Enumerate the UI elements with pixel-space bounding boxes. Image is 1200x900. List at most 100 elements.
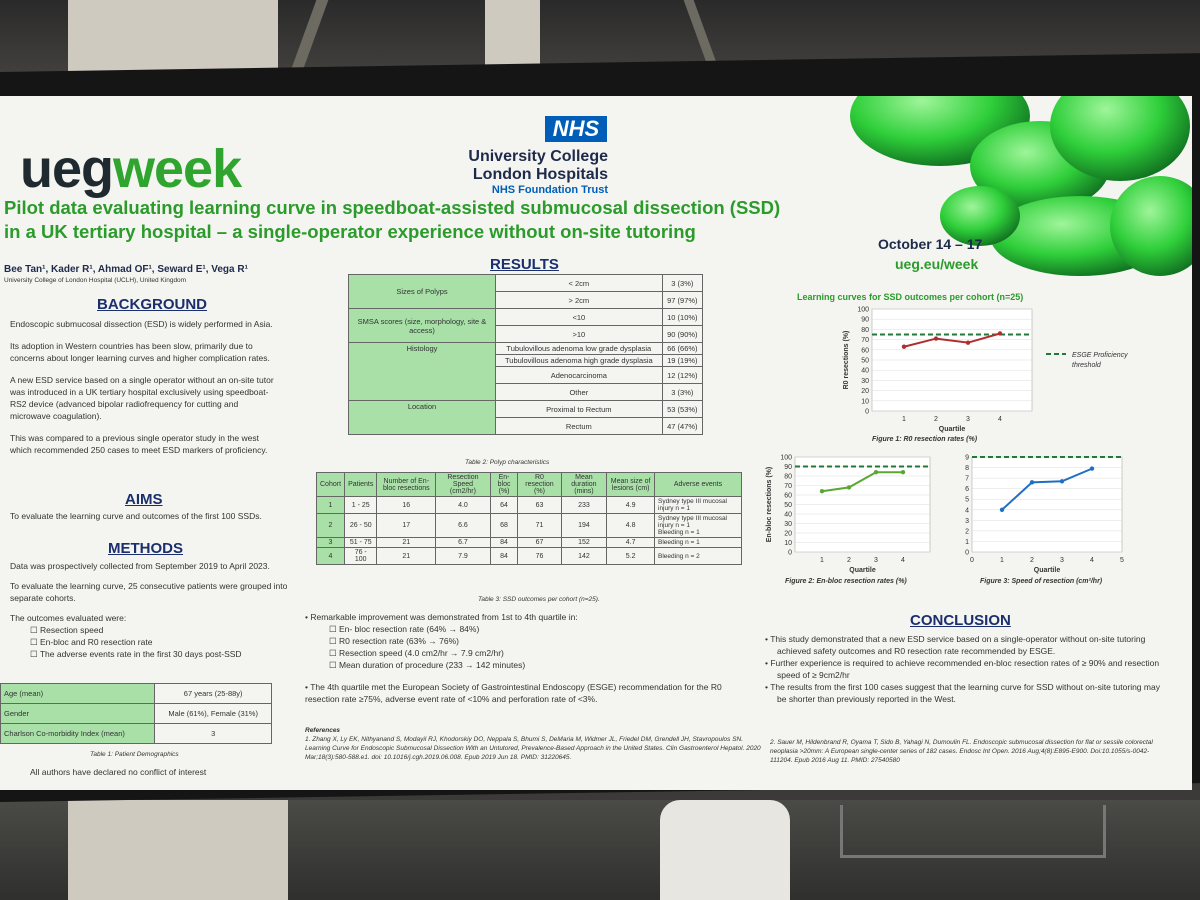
reference-2: 2. Sauer M, Hildenbrand R, Oyama T, Sido… bbox=[770, 739, 1153, 764]
results-sub-item-text: En- bloc resection rate (64% → 84%) bbox=[338, 624, 480, 634]
y-tick-label: 80 bbox=[861, 327, 869, 334]
polyp-sub: Tubulovillous adenoma low grade dysplasi… bbox=[495, 342, 663, 355]
x-axis-label: Quartile bbox=[849, 567, 876, 574]
polyp-group: Histology bbox=[348, 342, 496, 401]
y-tick-label: 40 bbox=[784, 512, 792, 519]
charts-header: Learning curves for SSD outcomes per coh… bbox=[797, 292, 1024, 302]
polyp-sub: Other bbox=[495, 383, 663, 401]
results-bullet: • Remarkable improvement was demonstrate… bbox=[305, 612, 578, 622]
title-line1: Pilot data evaluating learning curve in … bbox=[4, 197, 781, 218]
cohort-cell: 5.2 bbox=[606, 547, 655, 565]
polyp-group: Location bbox=[348, 400, 496, 435]
y-tick-label: 30 bbox=[784, 521, 792, 528]
cohort-cell: 76 bbox=[517, 547, 562, 565]
y-tick-label: 0 bbox=[965, 550, 969, 557]
y-tick-label: 7 bbox=[965, 476, 969, 483]
references-heading: References bbox=[305, 727, 341, 734]
polyp-val: 3 (3%) bbox=[661, 274, 704, 292]
y-tick-label: 10 bbox=[861, 398, 869, 405]
nhs-badge: NHS bbox=[545, 116, 607, 142]
x-tick-label: 2 bbox=[1030, 557, 1034, 564]
table-row: Charlson Co-morbidity Index (mean) 3 bbox=[0, 723, 272, 744]
methods-item-label: The adverse events rate in the first 30 … bbox=[39, 649, 242, 659]
cohort-cell: Sydney type III mucosal injury n = 1 bbox=[654, 496, 742, 514]
x-tick-label: 2 bbox=[934, 416, 938, 423]
cohort-cell: 67 bbox=[517, 537, 562, 548]
background-p3: A new ESD service based on a single oper… bbox=[10, 375, 274, 421]
x-tick-label: 1 bbox=[902, 416, 906, 423]
polyp-val: 66 (66%) bbox=[661, 342, 704, 355]
methods-p2: To evaluate the learning curve, 25 conse… bbox=[10, 581, 288, 603]
cohort-cell: 71 bbox=[517, 513, 562, 538]
table-row: Sizes of Polyps < 2cm 3 (3%) bbox=[348, 274, 704, 309]
chart-r0: 0 10 20 30 40 50 60 70 80 90 100 1 2 3 4 Quartile R0 res… bbox=[843, 307, 1128, 444]
affiliation: University College of London Hospital (U… bbox=[4, 277, 187, 284]
hospital-line2: London Hospitals bbox=[472, 166, 608, 183]
polyp-val: 90 (90%) bbox=[661, 325, 704, 343]
polyp-val: 10 (10%) bbox=[661, 308, 704, 326]
y-axis-label: En-bloc resections (%) bbox=[766, 467, 773, 542]
table-header-row: Cohort Patients Number of En-bloc resect… bbox=[315, 472, 742, 497]
cohort-cell: Bleeding n = 2 bbox=[654, 547, 742, 565]
legend-label: threshold bbox=[1072, 362, 1102, 369]
polyp-group: Sizes of Polyps bbox=[348, 274, 496, 309]
poster-title: Pilot data evaluating learning curve in … bbox=[4, 196, 854, 244]
polyp-sub: Rectum bbox=[495, 417, 663, 435]
methods-item: ☐ Resection speed bbox=[30, 625, 104, 635]
cohort-cell: 68 bbox=[489, 513, 519, 538]
conclusion-item-text: This study demonstrated that a new ESD s… bbox=[770, 634, 1146, 656]
methods-item-label: Resection speed bbox=[39, 625, 104, 635]
table-row: 3 51 - 75 21 6.7 84 67 152 4.7 Bleeding … bbox=[315, 537, 742, 548]
y-tick-label: 9 bbox=[965, 455, 969, 462]
background-p4: This was compared to a previous single o… bbox=[10, 433, 268, 455]
y-tick-label: 3 bbox=[965, 518, 969, 525]
y-tick-label: 70 bbox=[861, 337, 869, 344]
demographics-value: Male (61%), Female (31%) bbox=[154, 703, 272, 724]
methods-p1: Data was prospectively collected from Se… bbox=[10, 561, 270, 571]
polyp-sub: >10 bbox=[495, 325, 663, 343]
y-tick-label: 10 bbox=[784, 540, 792, 547]
ueg-week-logo: uegweek bbox=[20, 138, 242, 200]
cohort-header: Adverse events bbox=[654, 472, 742, 497]
polyp-val: 53 (53%) bbox=[661, 400, 704, 418]
cohort-cell: 84 bbox=[489, 537, 519, 548]
green-3d-graphic bbox=[820, 96, 1192, 276]
y-tick-label: 40 bbox=[861, 368, 869, 375]
poster: uegweek NHS University College London Ho… bbox=[0, 96, 1192, 790]
conclusion-item-text: The results from the first 100 cases sug… bbox=[770, 682, 1160, 704]
results-heading: RESULTS bbox=[490, 256, 559, 273]
data-point bbox=[901, 344, 907, 349]
cohort-cell: 194 bbox=[560, 513, 608, 538]
y-axis-label: R0 resections (%) bbox=[843, 331, 850, 390]
methods-text: Data was prospectively collected from Se… bbox=[10, 560, 290, 660]
x-tick-label: 1 bbox=[1000, 557, 1004, 564]
x-tick-label: 2 bbox=[847, 557, 851, 564]
conclusion-item: • Further experience is required to achi… bbox=[765, 658, 1160, 680]
data-point bbox=[933, 336, 939, 341]
data-point bbox=[846, 485, 852, 490]
polyp-caption: Table 2: Polyp characteristics bbox=[465, 459, 550, 466]
cohort-header: Mean size of lesions (cm) bbox=[606, 472, 655, 497]
table-row: Rectum 47 (47%) bbox=[349, 417, 704, 435]
y-tick-label: 5 bbox=[965, 497, 969, 504]
data-point bbox=[965, 340, 971, 345]
title-line2: in a UK tertiary hospital – a single-ope… bbox=[4, 221, 696, 242]
polyp-sub: <10 bbox=[495, 308, 663, 326]
data-point bbox=[900, 470, 906, 475]
conclusion-item: • The results from the first 100 cases s… bbox=[765, 682, 1160, 704]
polyp-group: SMSA scores (size, morphology, site & ac… bbox=[348, 308, 496, 343]
results-sub-item: ☐ Resection speed (4.0 cm2/hr → 7.9 cm2/… bbox=[329, 648, 504, 658]
y-tick-label: 0 bbox=[865, 409, 869, 416]
cohort-caption: Table 3: SSD outcomes per cohort (n=25). bbox=[478, 596, 600, 603]
cohort-cell: 1 bbox=[315, 496, 346, 514]
y-tick-label: 1 bbox=[965, 539, 969, 546]
results-sub-item: ☐ Mean duration of procedure (233 → 142 … bbox=[329, 660, 526, 670]
x-tick-label: 0 bbox=[970, 557, 974, 564]
cohort-header: Mean duration (mins) bbox=[560, 472, 608, 497]
cohort-header: Patients bbox=[344, 472, 378, 497]
cohort-cell: 21 bbox=[376, 547, 437, 565]
cohort-cell: 63 bbox=[517, 496, 562, 514]
cohort-header: Resection Speed (cm2/hr) bbox=[435, 472, 491, 497]
x-axis-label: Quartile bbox=[939, 426, 966, 433]
results-bullet: • The 4th quartile met the European Soci… bbox=[305, 682, 722, 704]
